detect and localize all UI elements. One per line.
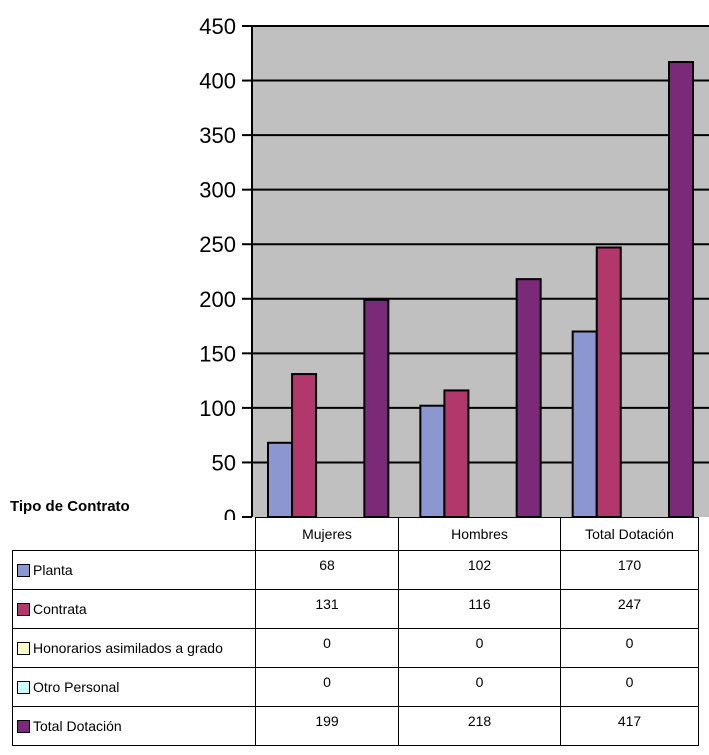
bar <box>443 389 470 519</box>
column-header: Hombres <box>398 517 561 551</box>
bar <box>363 298 390 518</box>
legend-swatch-honorarios <box>17 642 30 656</box>
y-tick-label: 300 <box>199 178 236 203</box>
table-cell: 199 <box>255 705 399 746</box>
bars <box>267 61 694 519</box>
table-cell: 116 <box>398 588 561 629</box>
data-table: Mujeres Hombres Total Dotación Planta 68… <box>12 517 699 746</box>
plot-area <box>252 26 709 517</box>
row-label: Honorarios asimilados a grado <box>12 627 256 668</box>
y-tick-label: 150 <box>199 341 236 366</box>
table-cell: 0 <box>398 666 561 707</box>
table-cell: 0 <box>560 627 699 668</box>
bar <box>291 373 318 519</box>
table-cell: 218 <box>398 705 561 746</box>
legend-swatch-contrata <box>17 603 30 617</box>
table-cell: 417 <box>560 705 699 746</box>
table-row: Otro Personal 0 0 0 <box>12 666 699 707</box>
bar <box>267 441 293 518</box>
table-row: Honorarios asimilados a grado 0 0 0 <box>12 627 699 668</box>
y-tick-label: 250 <box>199 232 236 257</box>
table-title: Tipo de Contrato <box>10 498 130 515</box>
y-tick-label: 50 <box>212 450 236 475</box>
gridlines <box>252 25 709 464</box>
table-cell: 247 <box>560 588 699 629</box>
y-tick-label: 400 <box>199 69 236 94</box>
row-label: Otro Personal <box>12 666 256 707</box>
row-label: Planta <box>12 549 256 590</box>
table-row: Contrata 131 116 247 <box>12 588 699 629</box>
y-tick-label: 200 <box>199 287 236 312</box>
legend-swatch-planta <box>17 564 30 578</box>
legend-swatch-total-dotacion <box>17 720 30 734</box>
table-cell: 131 <box>255 588 399 629</box>
table-row: Total Dotación 199 218 417 <box>12 705 699 746</box>
table-cell: 0 <box>255 627 399 668</box>
row-label: Contrata <box>12 588 256 629</box>
bar <box>668 61 694 519</box>
table-cell: 170 <box>560 549 699 590</box>
row-label: Total Dotación <box>12 705 256 746</box>
bar <box>595 246 622 519</box>
table-cell: 68 <box>255 549 399 590</box>
bar <box>571 330 598 518</box>
bar-chart: 0 50 100 150 200 250 300 350 400 450 <box>199 14 709 520</box>
table-cell: 0 <box>255 666 399 707</box>
table-cell: 0 <box>398 627 561 668</box>
column-header: Total Dotación <box>560 517 699 551</box>
table-row: Planta 68 102 170 <box>12 549 699 590</box>
table-cell: 0 <box>560 666 699 707</box>
table-header-row: Mujeres Hombres Total Dotación <box>13 517 699 551</box>
column-header: Mujeres <box>255 517 399 551</box>
table-cell: 102 <box>398 549 561 590</box>
bar <box>515 278 542 519</box>
y-axis: 0 50 100 150 200 250 300 350 400 450 <box>199 14 253 520</box>
y-tick-label: 0 <box>224 505 236 520</box>
y-tick-label: 350 <box>199 123 236 148</box>
legend-swatch-otro-personal <box>17 681 30 695</box>
y-tick-label: 450 <box>199 14 236 39</box>
bar <box>419 404 446 518</box>
y-tick-label: 100 <box>199 396 236 421</box>
